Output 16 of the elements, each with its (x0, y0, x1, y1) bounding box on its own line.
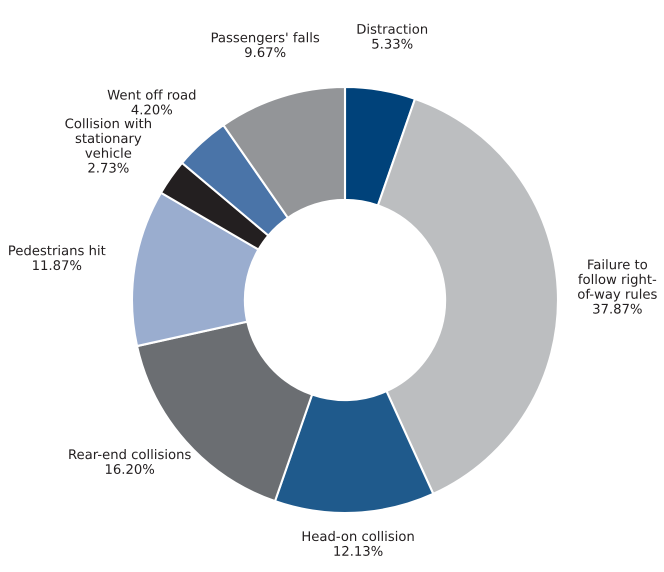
data-label: 5.33% (372, 38, 412, 49)
data-label: 11.87% (33, 260, 82, 270)
slice-label: Failure to follow right- of-way rules (578, 259, 657, 302)
slice-label: Went off road (108, 90, 196, 100)
data-label: 4.20% (131, 104, 172, 115)
data-label: 37.87% (593, 304, 642, 314)
slice-label: Collision with stationary vehicle (65, 118, 151, 158)
data-label: 2.73% (88, 162, 129, 173)
data-label: 16.20% (106, 464, 154, 474)
slice-label: Distraction (358, 24, 428, 34)
slice-label: Rear-end collisions (69, 449, 191, 460)
slice-label: Passengers' falls (212, 32, 320, 45)
slice-label: Head-on collision (302, 530, 414, 542)
data-label: 9.67% (245, 47, 286, 58)
data-label: 12.13% (334, 546, 383, 556)
slice-label: Pedestrians hit (9, 245, 106, 256)
